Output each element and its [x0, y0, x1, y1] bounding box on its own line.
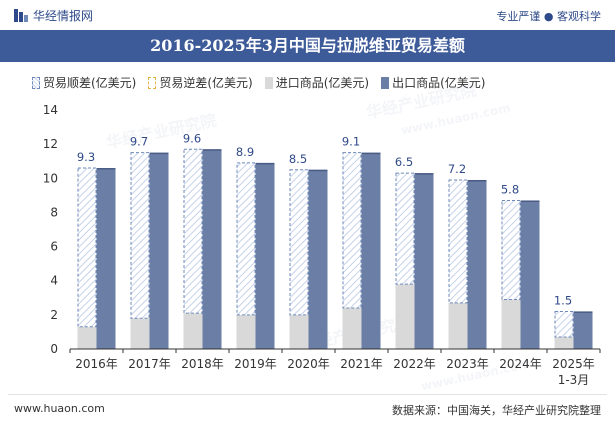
legend-label-export: 出口商品(亿美元) — [392, 76, 486, 90]
x-tick-label: 2019年 — [234, 357, 277, 371]
y-tick-label: 6 — [50, 240, 58, 254]
surplus-data-label: 5.8 — [501, 182, 519, 196]
title-bar: 2016-2025年3月中国与拉脱维亚贸易差额 — [0, 30, 615, 62]
export-bar — [308, 169, 328, 349]
brand-name: 华经情报网 — [33, 9, 94, 23]
y-tick-label: 8 — [50, 205, 58, 219]
legend-item-import: 进口商品(亿美元) — [264, 74, 370, 91]
legend-label-deficit: 贸易逆差(亿美元) — [159, 76, 253, 90]
export-bar-top — [96, 168, 116, 170]
surplus-data-label: 7.2 — [448, 162, 466, 176]
export-bar — [414, 173, 434, 349]
export-bar — [573, 311, 593, 349]
import-bar — [501, 299, 521, 349]
x-tick-label: 2024年 — [499, 357, 542, 371]
surplus-bar — [289, 169, 309, 316]
import-bar — [395, 284, 415, 349]
import-bar — [342, 308, 362, 349]
legend-item-surplus: 贸易顺差(亿美元) — [32, 74, 136, 91]
export-bar-top — [361, 152, 381, 155]
export-bar — [149, 152, 169, 349]
surplus-bar — [183, 148, 203, 314]
surplus-data-label: 9.3 — [77, 150, 95, 164]
y-tick-label: 2 — [50, 308, 58, 322]
surplus-bar — [236, 162, 256, 316]
legend-swatch-export — [381, 76, 390, 89]
chart-title: 2016-2025年3月中国与拉脱维亚贸易差额 — [150, 36, 465, 55]
surplus-data-label: 8.9 — [236, 145, 254, 159]
surplus-data-label: 1.5 — [554, 293, 572, 307]
export-bar-top — [520, 200, 540, 202]
export-bar-top — [149, 152, 169, 155]
chart-legend: 贸易顺差(亿美元) 贸易逆差(亿美元) 进口商品(亿美元) 出口商品(亿美元) — [32, 74, 486, 91]
footer-divider — [8, 394, 607, 395]
surplus-bar — [130, 152, 150, 319]
export-bar — [520, 200, 540, 349]
export-bar-top — [202, 149, 222, 151]
footer-website[interactable]: www.huaon.com — [14, 402, 105, 415]
footer-source: 数据来源：中国海关，华经产业研究院整理 — [392, 404, 601, 417]
export-bar-top — [573, 311, 593, 313]
x-tick-label: 2018年 — [181, 357, 224, 371]
legend-swatch-deficit — [148, 76, 157, 89]
import-bar — [236, 314, 256, 349]
surplus-data-label: 9.7 — [130, 135, 148, 149]
import-bar — [183, 313, 203, 349]
y-tick-label: 10 — [43, 171, 58, 185]
surplus-data-label: 8.5 — [289, 152, 307, 166]
legend-label-surplus: 贸易顺差(亿美元) — [43, 76, 137, 90]
export-bar — [202, 149, 222, 349]
y-tick-label: 4 — [50, 274, 58, 288]
legend-item-deficit: 贸易逆差(亿美元) — [148, 74, 253, 91]
brand-logo-icon — [14, 9, 28, 22]
import-bar — [448, 302, 468, 349]
y-tick-label: 14 — [43, 103, 58, 117]
y-tick-label: 12 — [43, 137, 58, 151]
export-bar — [361, 152, 381, 349]
import-bar — [289, 314, 309, 349]
tagline-dot-icon: ● — [543, 10, 557, 23]
legend-swatch-surplus — [32, 76, 40, 89]
x-tick-label: 2016年 — [75, 357, 118, 371]
y-tick-label: 0 — [50, 342, 58, 356]
legend-swatch-import — [264, 76, 273, 89]
tagline-left: 专业严谨 — [496, 10, 541, 23]
surplus-data-label: 9.6 — [183, 131, 201, 145]
export-bar — [467, 179, 487, 349]
x-tick-label: 1-3月 — [558, 373, 590, 387]
tagline: 专业严谨 ● 客观科学 — [496, 8, 601, 24]
import-bar — [77, 326, 97, 349]
legend-item-export: 出口商品(亿美元) — [381, 74, 486, 91]
export-bar-top — [414, 173, 434, 175]
surplus-data-label: 6.5 — [395, 155, 413, 169]
export-bar-top — [308, 169, 328, 172]
surplus-bar — [448, 179, 468, 304]
x-tick-label: 2021年 — [340, 357, 383, 371]
export-bar — [255, 162, 275, 349]
x-tick-label: 2023年 — [446, 357, 489, 371]
export-bar-top — [255, 162, 275, 165]
brand[interactable]: 华经情报网 — [14, 7, 93, 24]
x-tick-label: 2020年 — [287, 357, 330, 371]
x-tick-label: 2025年 — [552, 357, 595, 371]
surplus-bar — [77, 167, 97, 328]
import-bar — [130, 318, 150, 349]
legend-label-import: 进口商品(亿美元) — [275, 76, 370, 90]
top-bar: 华经情报网 专业严谨 ● 客观科学 — [0, 0, 615, 30]
surplus-data-label: 9.1 — [342, 135, 360, 149]
surplus-bar — [395, 172, 415, 285]
x-tick-label: 2022年 — [393, 357, 436, 371]
x-tick-label: 2017年 — [128, 357, 171, 371]
export-bar — [96, 168, 116, 349]
surplus-bar — [501, 199, 521, 300]
export-bar-top — [467, 179, 487, 182]
import-bar — [554, 337, 574, 349]
surplus-bar — [342, 152, 362, 309]
tagline-right: 客观科学 — [557, 10, 601, 23]
surplus-bar — [554, 310, 574, 338]
